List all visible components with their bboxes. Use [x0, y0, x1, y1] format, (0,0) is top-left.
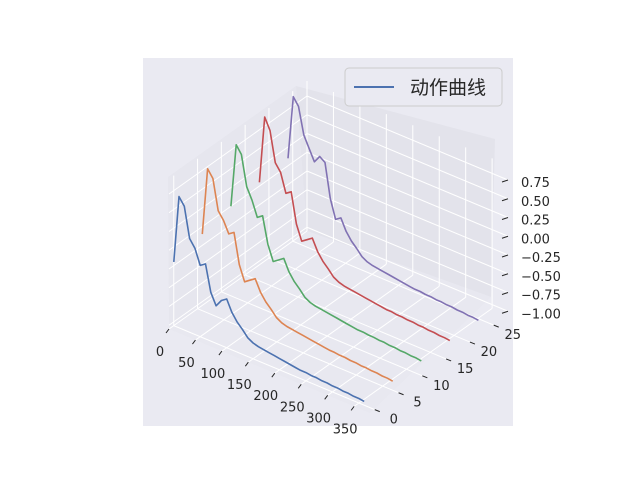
grid-line-x-floor	[274, 274, 414, 374]
grid-line-z-back	[306, 151, 509, 237]
grid-line-x-floor	[168, 230, 308, 330]
z-tick-label: 0.50	[521, 195, 550, 210]
z-tick-mark	[501, 198, 509, 202]
z-tick-mark	[501, 179, 509, 183]
y-tick-mark	[374, 409, 380, 413]
grid-line-z-back	[306, 133, 509, 218]
y-tick-mark	[422, 375, 428, 379]
series-line-1	[173, 195, 365, 403]
series-line-2	[201, 168, 394, 382]
x-tick-mark	[165, 328, 170, 334]
x-tick-label: 300	[306, 411, 331, 426]
y-tick-label: 0	[390, 413, 398, 428]
x-tick-label: 50	[178, 356, 195, 371]
grid-line-z-back	[306, 208, 509, 293]
grid-line-y-floor	[197, 308, 399, 394]
z-tick-mark	[501, 217, 509, 220]
y-tick-mark	[445, 358, 452, 362]
series-line-5	[287, 95, 479, 322]
x-tick-label: 150	[227, 378, 252, 393]
x-tick-mark	[324, 395, 329, 400]
x-tick-mark	[271, 372, 276, 378]
series-line-3	[230, 144, 422, 362]
z-tick-label: 0.25	[521, 214, 550, 229]
z-tick-label: −0.25	[521, 251, 561, 266]
grid-line-z-back	[306, 114, 509, 200]
z-tick-label: 0.75	[521, 176, 550, 191]
grid-line-x-floor	[195, 241, 334, 341]
y-tick-mark	[469, 341, 476, 345]
x-tick-label: 200	[253, 389, 278, 404]
y-tick-mark	[398, 392, 404, 396]
grid-line-x-floor	[327, 296, 466, 396]
y-tick-label: 20	[481, 345, 498, 360]
legend-box	[344, 67, 503, 107]
x-tick-label: 100	[200, 367, 225, 382]
back-pane-xz	[296, 86, 495, 297]
grid-line-z-back	[306, 189, 509, 275]
grid-line-z-side	[168, 151, 308, 251]
z-tick-mark	[501, 292, 509, 295]
z-tick-mark	[501, 254, 509, 258]
grid-line-x-floor	[248, 263, 387, 363]
y-tick-mark	[493, 324, 499, 328]
y-tick-label: 25	[504, 328, 521, 343]
x-tick-mark	[218, 350, 223, 356]
x-tick-label: 350	[333, 422, 358, 437]
z-tick-label: 0.00	[521, 232, 550, 247]
grid-line-z-back	[306, 170, 509, 256]
z-tick-label: −0.50	[521, 270, 561, 285]
x-tick-mark	[244, 361, 249, 367]
grid-line-z-side	[168, 226, 308, 326]
series-line-4	[258, 116, 451, 342]
y-tick-label: 10	[433, 379, 450, 394]
z-tick-mark	[501, 235, 509, 239]
grid-line-z-side	[168, 133, 308, 232]
grid-line-y-floor	[221, 291, 423, 377]
x-tick-label: 0	[156, 345, 164, 360]
x-tick-mark	[192, 339, 196, 345]
grid-line-z-side	[168, 114, 308, 214]
grid-line-z-back	[306, 95, 509, 181]
grid-line-z-side	[168, 95, 308, 195]
grid-line-y-floor	[244, 274, 447, 360]
z-tick-mark	[501, 273, 509, 277]
x-tick-mark	[350, 406, 355, 411]
grid-lines	[168, 81, 509, 411]
x-tick-mark	[297, 383, 302, 389]
z-tick-label: −0.75	[521, 289, 561, 304]
tick-marks	[165, 179, 509, 413]
grid-line-z-back	[306, 226, 509, 312]
x-tick-label: 250	[280, 400, 305, 415]
grid-line-z-side	[168, 189, 308, 289]
z-tick-label: −1.00	[521, 307, 561, 322]
z-tick-mark	[501, 310, 509, 314]
legend-label: 动作曲线	[410, 77, 486, 99]
tick-labels: 05010015020025030035005101520250.750.500…	[156, 176, 561, 437]
y-tick-label: 5	[413, 396, 421, 411]
series-lines	[173, 95, 479, 403]
grid-line-x-floor	[353, 307, 493, 407]
y-tick-label: 15	[457, 362, 474, 377]
grid-line-y-floor	[173, 325, 375, 411]
legend: 动作曲线	[344, 67, 503, 107]
